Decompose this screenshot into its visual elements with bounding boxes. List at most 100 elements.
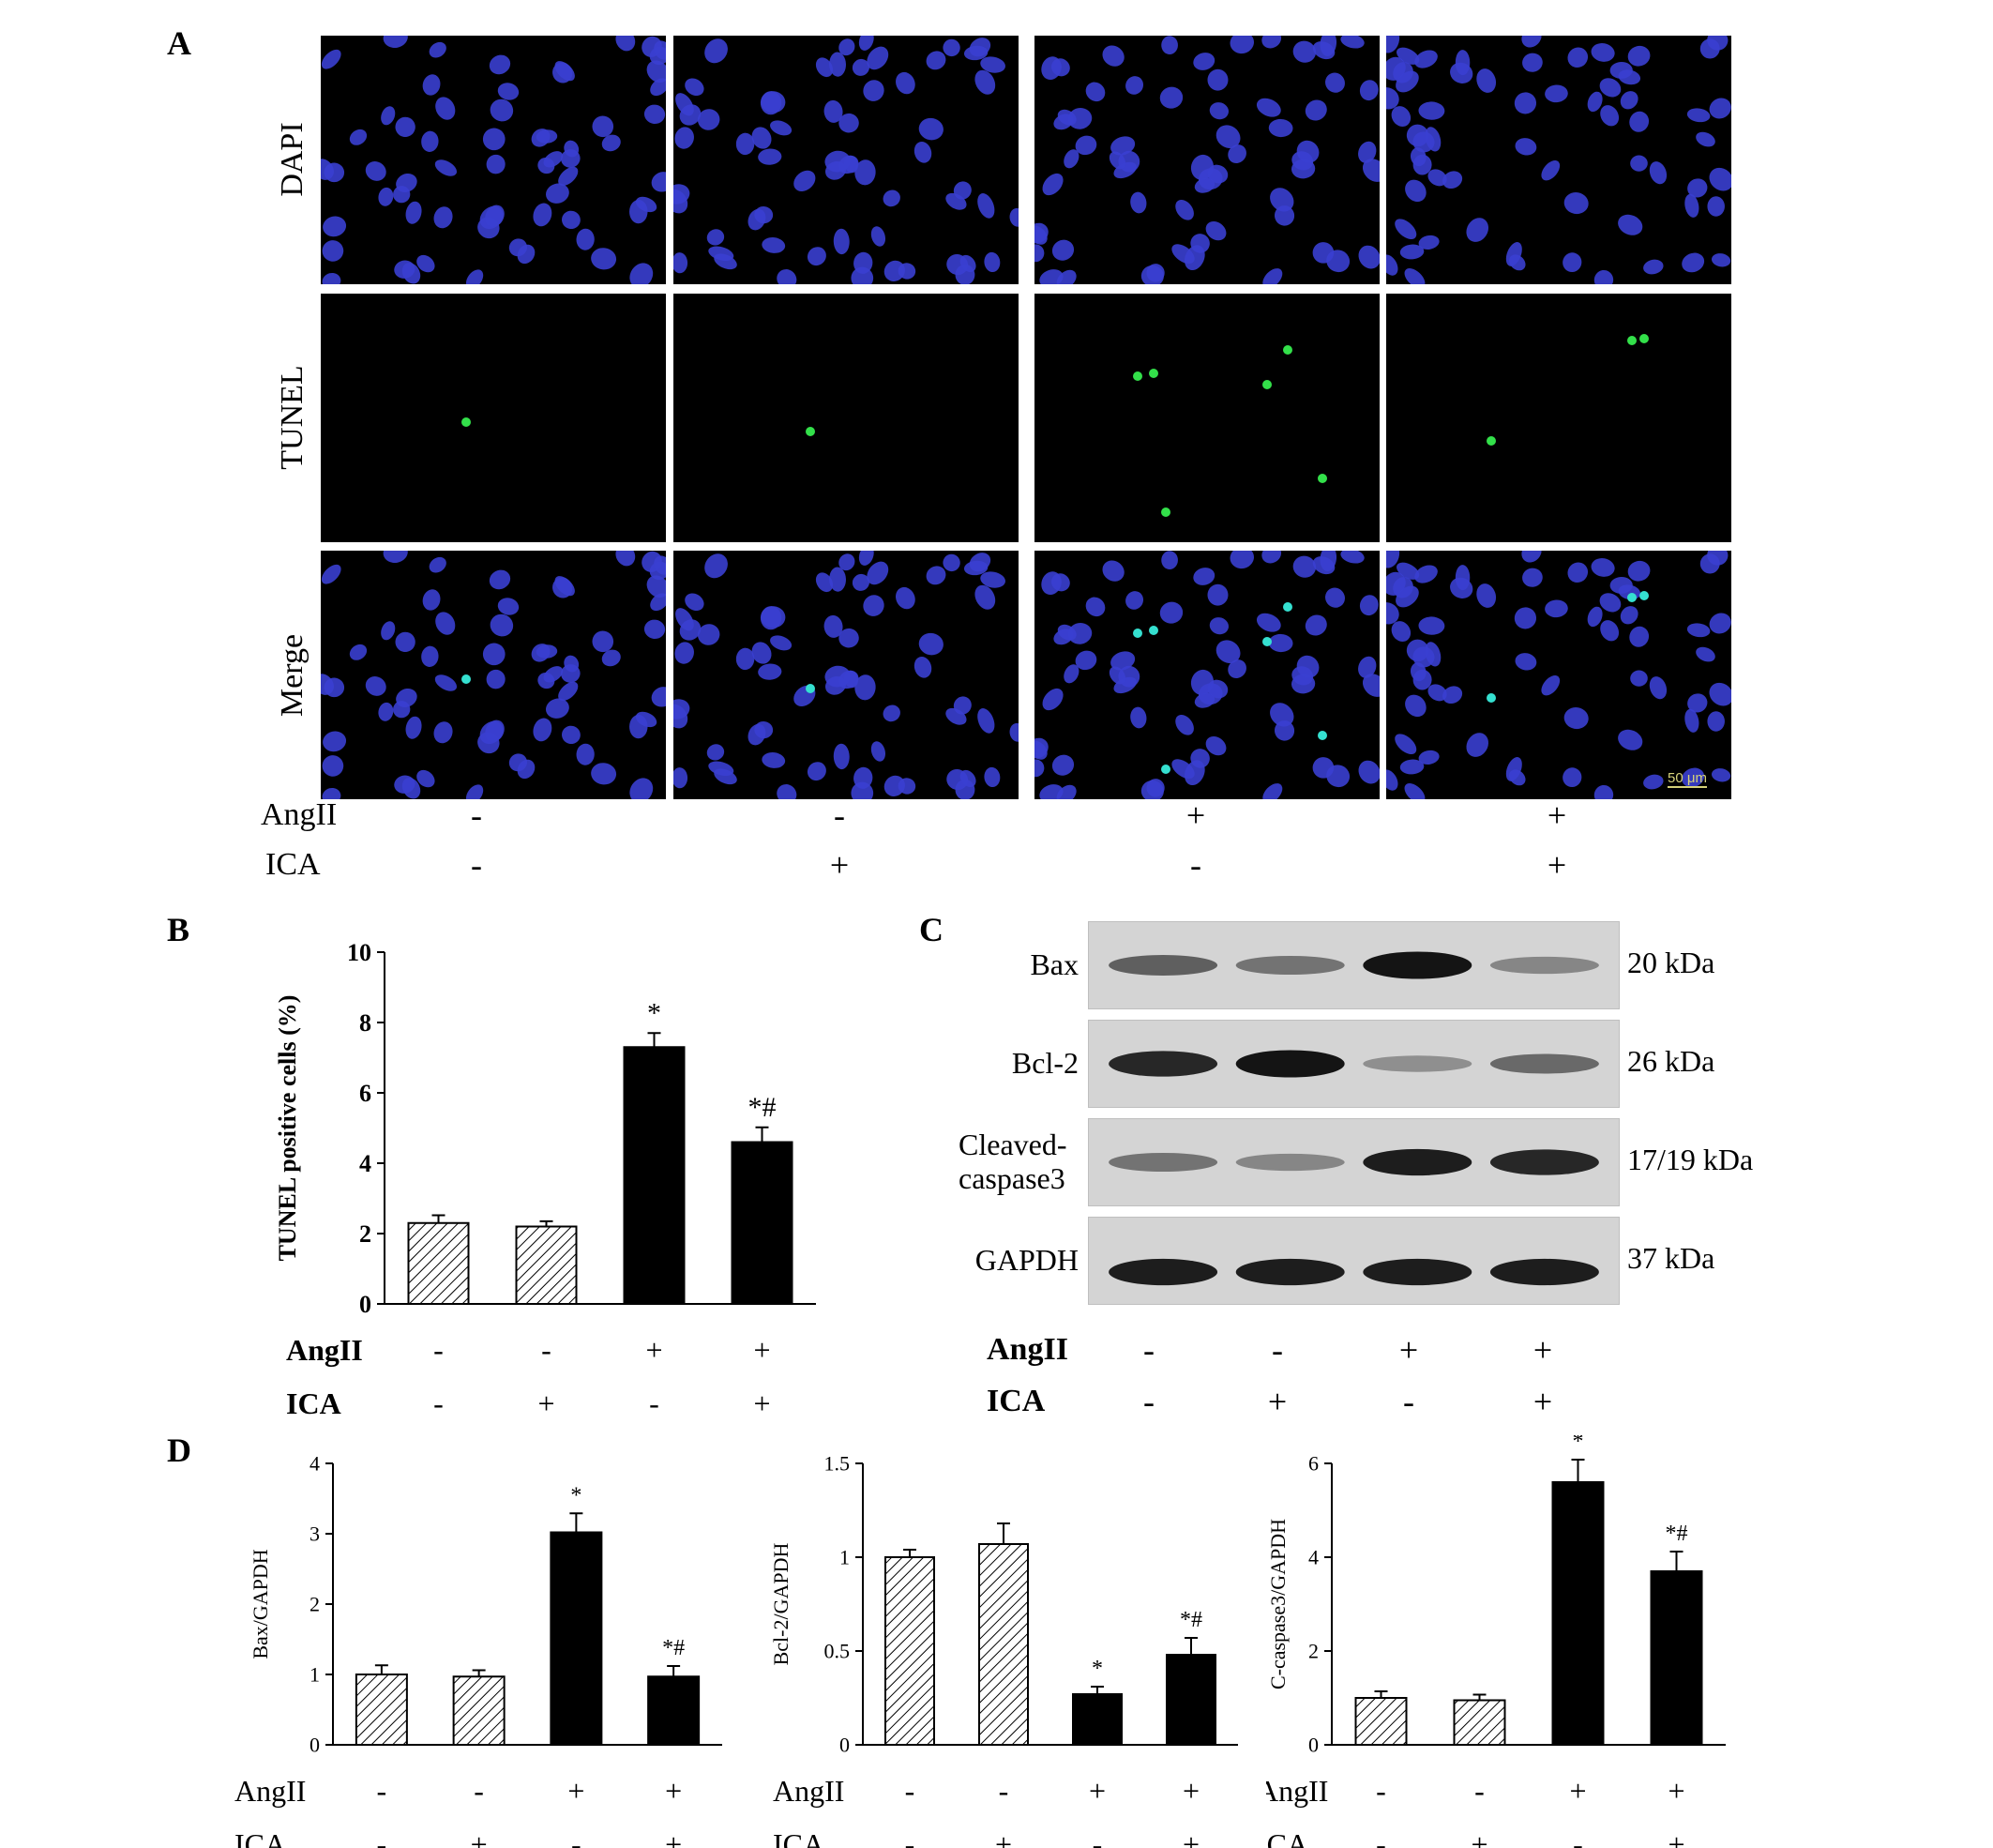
micrograph-merge-3 <box>1034 551 1380 799</box>
y-tick-label: 1.5 <box>824 1452 851 1476</box>
condition-label-angii: AngII <box>234 1774 306 1808</box>
bar <box>407 1221 470 1305</box>
condition-sign: - <box>1376 1774 1386 1808</box>
chart-bax-gapdh: 0 1 2 3 4 Bax/GAPDH * *# AngII - - + + ICA - + - + <box>234 1452 722 1848</box>
significance-label: *# <box>1180 1608 1202 1632</box>
blot-kda-4: 37 kDa <box>1627 1241 1715 1275</box>
significance-label: * <box>647 997 661 1028</box>
condition-sign: - <box>1474 1774 1485 1808</box>
significance-label: * <box>570 1483 581 1507</box>
condition-sign: + <box>829 846 850 884</box>
panel-letter-d: D <box>167 1431 191 1469</box>
bar <box>1354 1697 1408 1746</box>
condition-sign: - <box>541 1333 551 1367</box>
condition-sign: - <box>905 1827 915 1848</box>
blot-strip-2 <box>1088 1020 1620 1108</box>
condition-sign: + <box>1183 1774 1200 1808</box>
chart-tunel-positive-cells: 0 2 4 6 8 10 TUNEL positive cells (%) * *# AngII -… <box>274 939 816 1420</box>
condition-sign: - <box>433 1333 444 1367</box>
bar <box>647 1675 701 1746</box>
bar <box>1453 1699 1506 1746</box>
condition-sign: - <box>1376 1827 1386 1848</box>
y-axis-label: TUNEL positive cells (%) <box>274 995 301 1262</box>
bar <box>1650 1570 1703 1746</box>
y-tick-label: 6 <box>1308 1452 1319 1476</box>
micrograph-tunel-2 <box>673 294 1019 542</box>
panel-letter-c: C <box>919 911 944 948</box>
condition-sign: - <box>377 1827 387 1848</box>
y-tick-label: 0 <box>310 1734 320 1757</box>
condition-sign: + <box>753 1386 770 1420</box>
y-tick-label: 2 <box>310 1593 320 1616</box>
y-tick-label: 1 <box>839 1546 850 1569</box>
condition-sign: - <box>474 1774 484 1808</box>
bar <box>731 1141 793 1305</box>
y-tick-label: 6 <box>359 1080 371 1107</box>
micrograph-dapi-4 <box>1386 36 1731 284</box>
blot-condition-sign: - <box>1272 1331 1283 1369</box>
condition-label-angii: AngII <box>773 1774 844 1808</box>
blot-kda-1: 20 kDa <box>1627 946 1715 979</box>
significance-label: *# <box>1666 1522 1688 1546</box>
condition-sign: - <box>471 846 482 884</box>
panel-letter-a: A <box>167 24 191 62</box>
condition-label-ica: ICA <box>234 1827 286 1848</box>
y-tick-label: 10 <box>347 939 371 966</box>
blot-condition-sign: + <box>1267 1383 1288 1420</box>
micrograph-merge-1 <box>321 551 666 799</box>
row-label-tunel: TUNEL <box>275 365 310 470</box>
blot-condition-label-angii: AngII <box>987 1332 1068 1367</box>
y-axis-label: C-caspase3/GAPDH <box>1266 1519 1290 1689</box>
condition-sign: + <box>1668 1774 1684 1808</box>
significance-label: *# <box>748 1092 777 1123</box>
micrograph-dapi-1 <box>321 36 666 284</box>
micrograph-merge-2 <box>673 551 1019 799</box>
row-label-merge: Merge <box>275 633 310 718</box>
bar <box>550 1531 603 1746</box>
condition-sign: + <box>645 1333 662 1367</box>
condition-sign: + <box>537 1386 554 1420</box>
y-tick-label: 1 <box>310 1663 320 1687</box>
micrograph-tunel-3 <box>1034 294 1380 542</box>
y-tick-label: 8 <box>359 1009 371 1037</box>
y-tick-label: 4 <box>359 1150 371 1177</box>
condition-sign: + <box>665 1774 682 1808</box>
condition-sign: - <box>1093 1827 1103 1848</box>
condition-sign: + <box>1185 796 1206 834</box>
blot-kda-3: 17/19 kDa <box>1627 1143 1754 1176</box>
condition-sign: - <box>999 1774 1009 1808</box>
condition-sign: - <box>649 1386 659 1420</box>
blot-condition-sign: - <box>1143 1383 1155 1420</box>
condition-label-ica: ICA <box>1266 1827 1308 1848</box>
micrograph-merge-4 <box>1386 551 1731 799</box>
bar <box>623 1046 686 1305</box>
y-tick-label: 0 <box>359 1291 371 1318</box>
condition-sign: + <box>1471 1827 1487 1848</box>
bar <box>355 1674 408 1746</box>
scale-bar: 50 μm <box>1668 770 1707 788</box>
significance-label: *# <box>662 1636 685 1660</box>
condition-sign: - <box>834 796 845 834</box>
y-axis-label: Bcl-2/GAPDH <box>769 1543 793 1666</box>
condition-label-ica: ICA <box>286 1386 341 1420</box>
condition-sign: + <box>995 1827 1012 1848</box>
condition-label-ica: ICA <box>265 847 321 882</box>
y-tick-label: 2 <box>1308 1640 1319 1663</box>
blot-condition-sign: + <box>1398 1331 1419 1369</box>
bar <box>978 1543 1029 1746</box>
y-tick-label: 3 <box>310 1522 320 1546</box>
condition-sign: - <box>905 1774 915 1808</box>
bar <box>1166 1654 1216 1746</box>
blot-label-2: Bcl-2 <box>1011 1046 1079 1080</box>
condition-sign: + <box>1183 1827 1200 1848</box>
blot-strip-4 <box>1088 1217 1620 1305</box>
y-axis-label: Bax/GAPDH <box>249 1549 272 1659</box>
condition-sign: - <box>471 796 482 834</box>
condition-sign: - <box>571 1827 581 1848</box>
condition-sign: + <box>665 1827 682 1848</box>
bar <box>1072 1693 1123 1746</box>
y-tick-label: 0 <box>839 1734 850 1757</box>
condition-sign: + <box>1547 796 1567 834</box>
condition-label-angii: AngII <box>286 1333 363 1367</box>
condition-sign: + <box>471 1827 488 1848</box>
